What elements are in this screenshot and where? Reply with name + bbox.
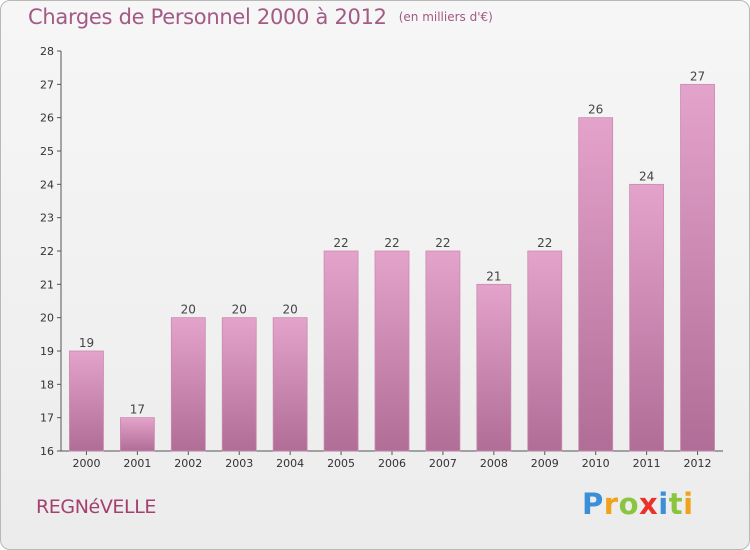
x-tick-label: 2006 — [378, 457, 406, 470]
bar-2002 — [170, 317, 206, 452]
data-label: 20 — [232, 303, 247, 317]
bar-2011 — [629, 183, 665, 452]
y-tick-label: 23 — [40, 212, 54, 225]
data-label: 21 — [486, 269, 501, 283]
x-tick-label: 2000 — [72, 457, 100, 470]
chart-title: Charges de Personnel 2000 à 2012 — [28, 5, 387, 29]
y-tick-label: 21 — [40, 278, 54, 291]
data-label: 22 — [384, 236, 399, 250]
place-name: REGNéVELLE — [36, 496, 157, 518]
x-tick-label: 2012 — [684, 457, 712, 470]
bar-2009 — [527, 250, 563, 452]
bar-2005 — [323, 250, 359, 452]
logo-letter-r: r — [603, 487, 619, 521]
data-label: 22 — [537, 236, 552, 250]
x-tick-label: 2005 — [327, 457, 355, 470]
y-tick-label: 17 — [40, 412, 54, 425]
x-tick-label: 2008 — [480, 457, 508, 470]
logo-letter-x: x — [639, 487, 659, 521]
proxiti-logo: Proxiti — [582, 487, 694, 521]
y-tick-label: 24 — [40, 178, 54, 191]
logo-letter-p: P — [582, 487, 604, 521]
y-tick-label: 19 — [40, 345, 54, 358]
bar-2007 — [425, 250, 461, 452]
chart-subtitle: (en milliers d'€) — [398, 10, 493, 24]
axes: 16 17 18 19 20 21 22 23 24 25 26 27 28 2000 2001 2002 20… — [40, 45, 723, 470]
bar-2012 — [680, 83, 715, 452]
y-tick-label: 18 — [40, 378, 54, 391]
y-tick-label: 28 — [40, 45, 54, 58]
data-label: 22 — [333, 236, 348, 250]
x-tick-label: 2007 — [429, 457, 457, 470]
data-label: 27 — [690, 69, 705, 83]
data-labels-group: 19 17 20 20 20 22 22 22 21 22 26 24 27 — [79, 69, 705, 416]
y-tick-label: 20 — [40, 312, 54, 325]
x-tick-label: 2003 — [225, 457, 253, 470]
bar-2003 — [221, 317, 257, 452]
bar-2010 — [578, 117, 614, 452]
y-tick-label: 27 — [40, 78, 54, 91]
data-label: 20 — [283, 303, 298, 317]
bars-group — [69, 83, 715, 452]
y-tick-label: 25 — [40, 145, 54, 158]
bar-2008 — [476, 283, 512, 452]
bar-2004 — [272, 317, 308, 452]
logo-letter-i2: i — [683, 487, 694, 521]
logo-letter-t: t — [668, 487, 684, 521]
data-label: 19 — [79, 336, 94, 350]
logo-letter-o: o — [618, 487, 640, 521]
logo-letter-i: i — [658, 487, 669, 521]
data-label: 20 — [181, 303, 196, 317]
title-row: Charges de Personnel 2000 à 2012 (en mill… — [28, 5, 493, 29]
x-tick-label: 2009 — [531, 457, 559, 470]
y-tick-label: 16 — [40, 445, 54, 458]
bar-2006 — [374, 250, 410, 452]
bar-2001 — [119, 417, 155, 452]
x-tick-label: 2002 — [174, 457, 202, 470]
bar-2000 — [69, 350, 104, 452]
x-tick-label: 2011 — [633, 457, 661, 470]
x-tick-label: 2010 — [582, 457, 610, 470]
y-tick-label: 26 — [40, 112, 54, 125]
y-tick-label: 22 — [40, 245, 54, 258]
data-label: 24 — [639, 169, 654, 183]
data-label: 26 — [588, 103, 603, 117]
x-tick-label: 2004 — [276, 457, 304, 470]
data-label: 17 — [130, 403, 145, 417]
data-label: 22 — [435, 236, 450, 250]
x-tick-label: 2001 — [123, 457, 151, 470]
